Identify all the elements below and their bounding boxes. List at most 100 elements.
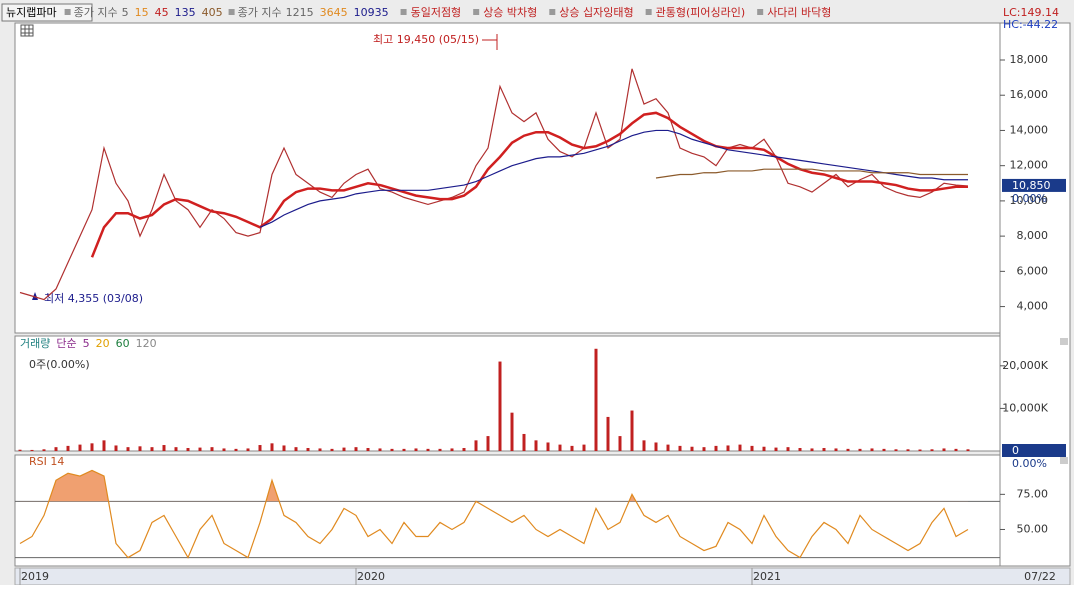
volume-bar [246,448,250,451]
last-value-label: 10,850 [1012,179,1051,192]
change-label: 0.00% [1012,192,1047,205]
volume-bar [354,447,358,451]
volume-bar [774,447,778,451]
volume-bar [930,449,934,451]
volume-bar [318,448,322,451]
volume-subtitle: 0주(0.00%) [29,358,90,371]
volume-bar [834,448,838,451]
volume-bar [594,348,598,451]
volume-bar [66,445,70,451]
volume-bar [666,444,670,451]
volume-bar [30,449,34,451]
stock-name: 뉴지랩파마 [6,6,57,19]
volume-bar [606,416,610,451]
volume-bar [198,447,202,451]
volume-bar [258,445,262,451]
volume-bar [714,445,718,451]
y-tick-label: 18,000 [1010,53,1049,66]
change-label: 0.00% [1012,457,1047,470]
pattern-marker [473,9,480,15]
volume-bar [330,448,334,451]
volume-bar [870,448,874,451]
volume-bar [414,448,418,451]
volume-bar [558,444,562,451]
volume-bar [762,446,766,451]
y-tick-label: 6,000 [1017,264,1049,277]
pattern-label: 동일저점형 [411,5,462,19]
volume-bar [126,447,130,451]
volume-bar [654,442,658,451]
ma-period: 5 [122,6,129,19]
volume-bar [642,440,646,451]
volume-bar [114,445,118,451]
ma-period: 1215 [286,6,314,19]
pattern-label: 상승 십자잉태형 [559,6,633,19]
volume-panel [14,335,1001,452]
volume-bar [282,445,286,451]
y-tick-label: 14,000 [1010,123,1049,136]
volume-bar [486,436,490,451]
date-label: 07/22 [1024,570,1056,583]
volume-bar [678,445,682,451]
volume-bar [954,448,958,451]
volume-bar [798,448,802,451]
ma-period: 10935 [354,6,389,19]
y-tick-label: 8,000 [1017,229,1049,242]
indicator-label: 120 [136,337,157,350]
volume-bar [498,361,502,451]
ma-period: 45 [155,6,169,19]
high-annotation: 최고 19,450 (05/15) [373,33,479,46]
pattern-marker [549,9,556,15]
volume-bar [582,444,586,451]
stock-name-box [1,3,93,22]
volume-bar [534,440,538,451]
volume-bar [294,447,298,451]
series-line [655,168,968,179]
volume-bar [450,448,454,451]
volume-bar [846,448,850,451]
last-value-label: 0 [1012,444,1019,457]
volume-bar [138,446,142,451]
ma-marker [64,9,71,15]
series-line [19,469,969,559]
last-value-box [1002,444,1066,457]
volume-bar [522,433,526,451]
volume-bar [186,448,190,451]
volume-bar [918,449,922,451]
volume-bar [54,447,58,451]
ma-period: 3645 [320,6,348,19]
volume-bar [702,447,706,451]
panel-button[interactable] [1060,457,1068,464]
lc-label: LC:149.14 [1003,6,1059,19]
volume-bar [78,444,82,451]
indicator-label: 단순 [56,337,76,350]
volume-bar [390,448,394,451]
indicator-label: 거래량 [20,337,50,350]
volume-bar [858,448,862,451]
volume-bar [210,447,214,451]
volume-bar [306,448,310,451]
ma-marker [228,9,235,15]
volume-bar [510,412,514,451]
ma-label: 종가 지수 [238,6,282,19]
series-line [19,68,969,301]
pattern-label: 관통형(피어싱라인) [656,6,746,19]
grid-icon[interactable] [20,24,34,37]
series-line [90,111,968,258]
indicator-label: 20 [96,337,110,350]
volume-bar [882,448,886,451]
ma-period: 135 [175,6,196,19]
y-tick-label: 4,000 [1017,300,1049,313]
volume-bar [738,444,742,451]
pattern-label: 상승 박차형 [483,6,537,19]
volume-bar [786,447,790,451]
hc-label: HC:-44.22 [1003,18,1058,31]
rsi-panel [14,454,1001,567]
panel-button[interactable] [1060,338,1068,345]
volume-bar [366,448,370,451]
volume-bar [426,448,430,451]
pattern-marker [400,9,407,15]
ma-period: 405 [202,6,223,19]
volume-bar [42,449,46,451]
indicator-label: 5 [83,337,90,350]
